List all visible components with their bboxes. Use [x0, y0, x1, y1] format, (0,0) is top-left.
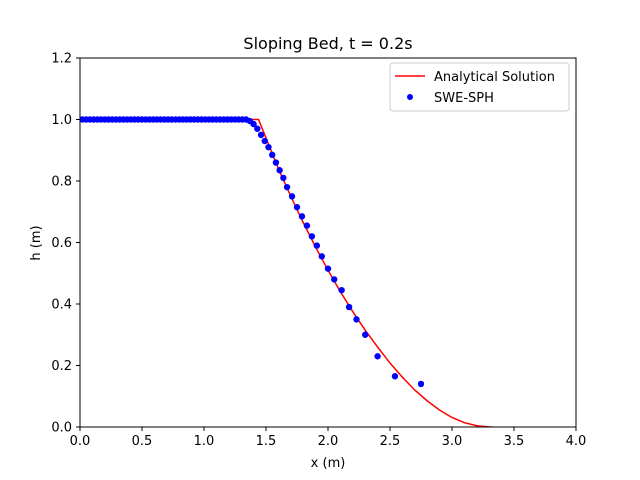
y-tick-label: 1.0: [51, 113, 72, 128]
data-point-sph: [374, 353, 381, 360]
x-tick-label: 2.0: [318, 434, 339, 449]
y-tick-label: 0.4: [51, 298, 72, 313]
axes: 0.0 0.5 1.0 1.5 2.0 2.5 3.0 3.5 4.0 0.0 0.2 0.4 0.6 0…: [51, 52, 586, 450]
data-point-sph: [308, 233, 316, 240]
data-point-sph: [269, 151, 276, 159]
data-point-sph: [265, 143, 272, 151]
data-point-sph: [288, 193, 296, 200]
x-tick-label: 1.5: [256, 434, 277, 449]
x-tick-label: 3.0: [442, 434, 463, 449]
y-tick-label: 0.2: [51, 359, 72, 374]
x-axis-label: x (m): [311, 456, 346, 471]
data-point-sph: [362, 331, 369, 338]
series-line-analytical: [80, 118, 493, 427]
y-tick-label: 1.2: [51, 52, 72, 67]
data-point-sph: [272, 159, 280, 166]
data-point-sph: [261, 137, 268, 145]
axes-frame: [79, 57, 577, 428]
x-tick-label: 2.5: [380, 434, 401, 449]
data-point-sph: [391, 373, 399, 380]
x-tick-label: 3.5: [504, 434, 525, 449]
x-tick-label: 1.0: [194, 434, 215, 449]
data-point-sph: [324, 265, 332, 272]
legend-frame: [389, 62, 570, 112]
y-tick-label: 0.0: [51, 421, 72, 436]
data-point-sph: [417, 380, 425, 388]
data-point-sph: [303, 222, 311, 229]
data-point-sph: [283, 183, 291, 191]
data-point-sph: [280, 174, 287, 182]
data-point-sph: [257, 131, 265, 139]
data-point-sph: [313, 242, 321, 249]
plot-area: [79, 116, 493, 427]
data-point-sph: [276, 167, 283, 174]
data-point-sph: [250, 120, 257, 128]
y-tick-label: 0.6: [51, 236, 72, 251]
x-tick-label: 4.0: [566, 434, 587, 449]
legend-entry-sph: SWE-SPH: [434, 91, 494, 106]
x-tick-label: 0.0: [70, 434, 91, 449]
chart-title: Sloping Bed, t = 0.2s: [243, 34, 412, 53]
y-axis-label: h (m): [29, 225, 44, 260]
data-point-sph: [298, 213, 306, 220]
legend-marker-swatch: [407, 94, 413, 100]
data-point-sph: [331, 276, 338, 283]
data-point-sph: [293, 203, 301, 211]
y-tick-label: 0.8: [51, 175, 72, 190]
legend-entry-analytical: Analytical Solution: [434, 70, 555, 85]
data-point-sph: [254, 125, 261, 132]
legend: Analytical Solution SWE-SPH: [389, 62, 570, 112]
x-tick-label: 0.5: [132, 434, 153, 449]
data-point-sph: [353, 316, 360, 323]
data-point-sph: [345, 303, 353, 311]
data-point-sph: [338, 286, 345, 294]
data-point-sph: [318, 253, 325, 260]
